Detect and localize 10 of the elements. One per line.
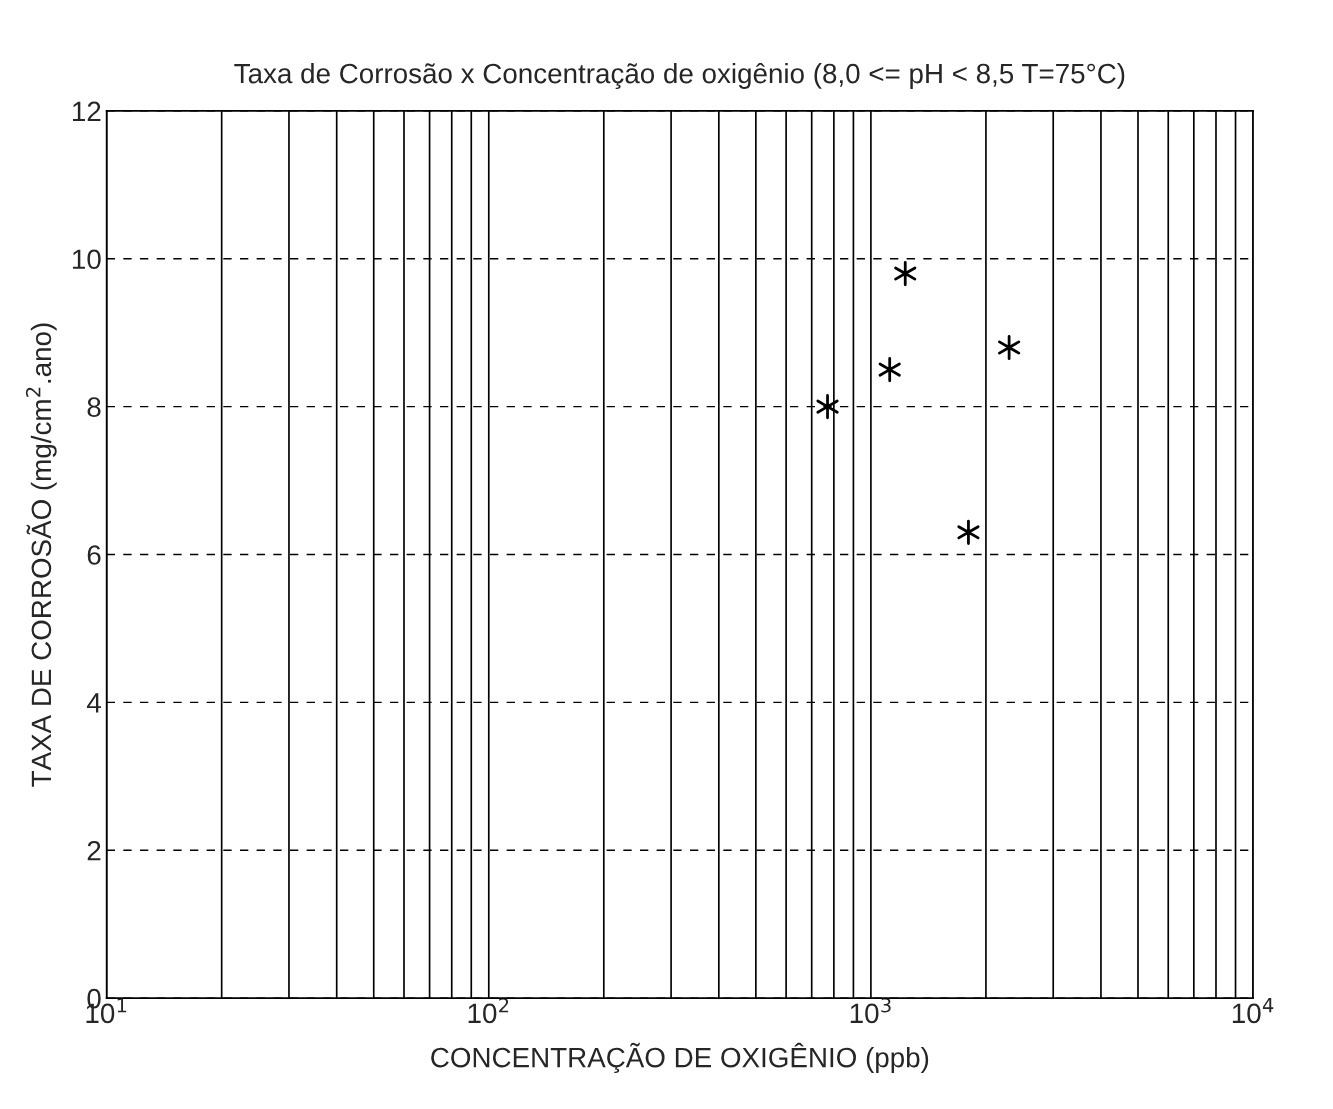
y-tick-label: 4 [86,693,101,713]
y-axis-title: TAXA DE CORROSÃO (mg/cm$^{2}$.ano) [25,323,57,787]
x-tick-label: 10$^{4}$ [1232,998,1274,1024]
y-tick-label: 12 [73,101,101,121]
y-tick-label: 8 [87,397,101,417]
y-tick-label: 10 [73,249,101,270]
y-tick-label: 6 [87,545,101,565]
y-tick-label: 2 [87,840,101,861]
chart-title: Taxa de Corrosão x Concentração de oxigênio (8,0 <= pH < 8,5 T=75°C) [234,62,1125,90]
x-axis-title: CONCENTRAÇÃO DE OXIGÊNIO (ppb) [431,1042,929,1074]
